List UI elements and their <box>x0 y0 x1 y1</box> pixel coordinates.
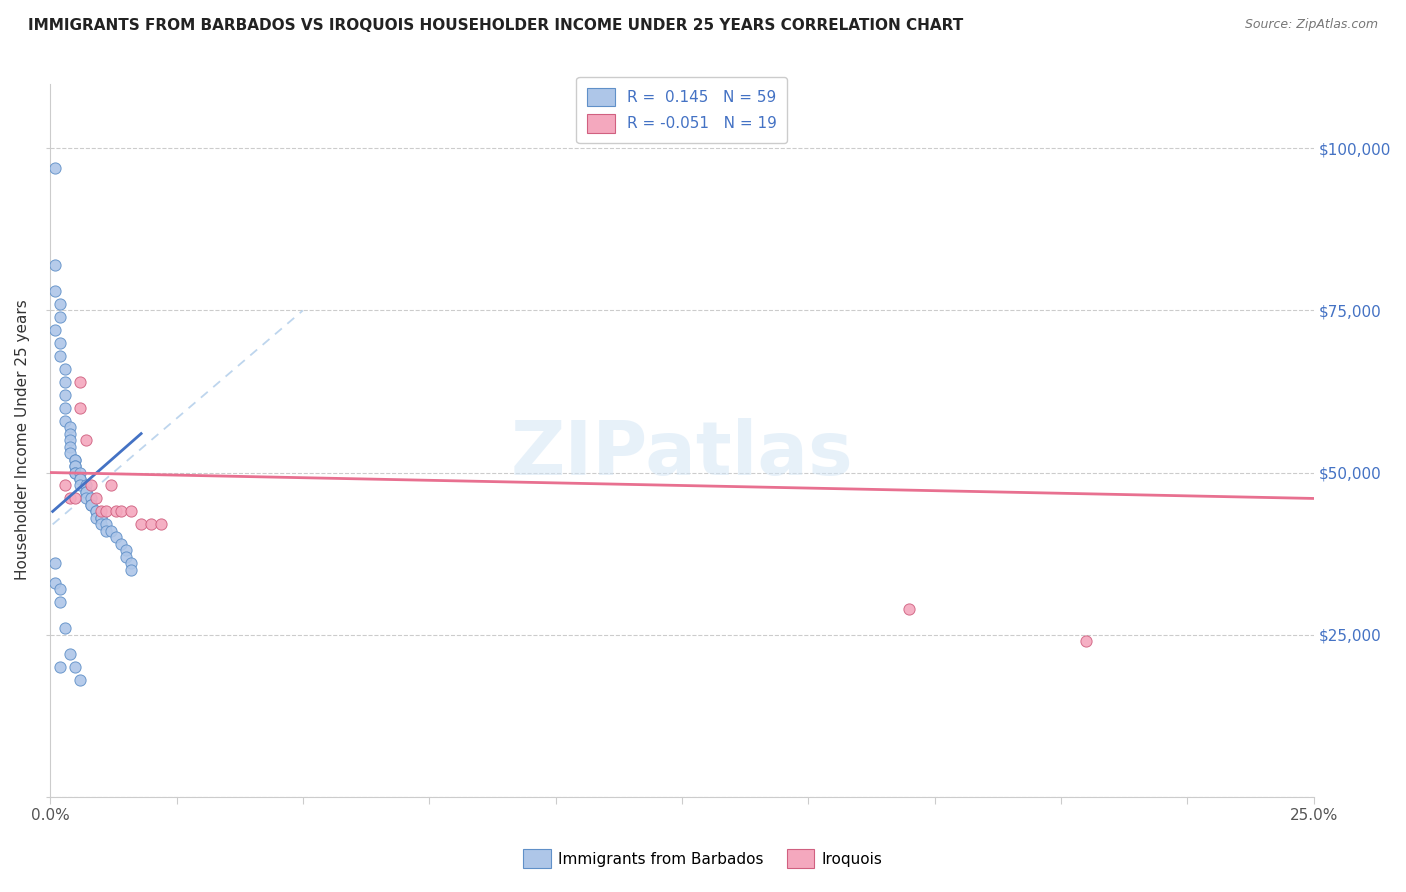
Point <box>75 491 97 506</box>
Point <box>79 478 101 492</box>
Point <box>90 517 112 532</box>
Point <box>79 491 101 506</box>
Point <box>94 517 117 532</box>
Point <box>65 466 87 480</box>
Point <box>69 472 91 486</box>
Y-axis label: Householder Income Under 25 years: Householder Income Under 25 years <box>15 300 30 581</box>
Point <box>104 504 127 518</box>
Point <box>75 485 97 500</box>
Point <box>49 335 72 350</box>
Point <box>44 258 66 272</box>
Point <box>141 517 163 532</box>
Legend: Immigrants from Barbados, Iroquois: Immigrants from Barbados, Iroquois <box>517 843 889 874</box>
Text: ZIPatlas: ZIPatlas <box>510 417 853 491</box>
Point <box>49 582 72 597</box>
Point <box>90 504 112 518</box>
Point <box>129 517 152 532</box>
Point <box>65 466 87 480</box>
Point <box>65 458 87 473</box>
Point <box>150 517 173 532</box>
Point <box>84 504 107 518</box>
Point <box>104 530 127 544</box>
Point <box>100 524 122 538</box>
Point <box>69 466 91 480</box>
Point <box>44 284 66 298</box>
Point <box>75 433 97 447</box>
Point <box>49 660 72 674</box>
Point <box>49 297 72 311</box>
Point <box>90 511 112 525</box>
Point <box>44 161 66 175</box>
Point <box>44 323 66 337</box>
Point <box>53 375 76 389</box>
Point <box>115 549 138 564</box>
Point <box>59 491 82 506</box>
Point <box>100 478 122 492</box>
Point <box>75 485 97 500</box>
Point <box>1076 634 1098 648</box>
Point <box>115 543 138 558</box>
Point <box>79 498 101 512</box>
Point <box>59 440 82 454</box>
Point <box>84 491 107 506</box>
Text: IMMIGRANTS FROM BARBADOS VS IROQUOIS HOUSEHOLDER INCOME UNDER 25 YEARS CORRELATI: IMMIGRANTS FROM BARBADOS VS IROQUOIS HOU… <box>28 18 963 33</box>
Point <box>69 673 91 687</box>
Point <box>59 433 82 447</box>
Point <box>898 601 921 615</box>
Point <box>59 647 82 661</box>
Point <box>49 349 72 363</box>
Text: Source: ZipAtlas.com: Source: ZipAtlas.com <box>1244 18 1378 31</box>
Point <box>110 504 132 518</box>
Point <box>120 504 142 518</box>
Point <box>53 478 76 492</box>
Point <box>94 504 117 518</box>
Point <box>53 361 76 376</box>
Point <box>69 478 91 492</box>
Point <box>44 575 66 590</box>
Point <box>69 375 91 389</box>
Point <box>65 458 87 473</box>
Point <box>59 426 82 441</box>
Point <box>59 446 82 460</box>
Point <box>65 660 87 674</box>
Point <box>44 556 66 570</box>
Legend: R =  0.145   N = 59, R = -0.051   N = 19: R = 0.145 N = 59, R = -0.051 N = 19 <box>576 77 787 144</box>
Point <box>75 478 97 492</box>
Point <box>59 420 82 434</box>
Point <box>69 401 91 415</box>
Point <box>49 595 72 609</box>
Point <box>65 452 87 467</box>
Point <box>49 310 72 324</box>
Point <box>53 621 76 635</box>
Point <box>79 498 101 512</box>
Point <box>84 504 107 518</box>
Point <box>90 511 112 525</box>
Point <box>84 511 107 525</box>
Point <box>53 388 76 402</box>
Point <box>94 524 117 538</box>
Point <box>120 563 142 577</box>
Point <box>53 414 76 428</box>
Point <box>65 491 87 506</box>
Point <box>110 537 132 551</box>
Point <box>53 401 76 415</box>
Point <box>69 472 91 486</box>
Point <box>120 556 142 570</box>
Point <box>65 452 87 467</box>
